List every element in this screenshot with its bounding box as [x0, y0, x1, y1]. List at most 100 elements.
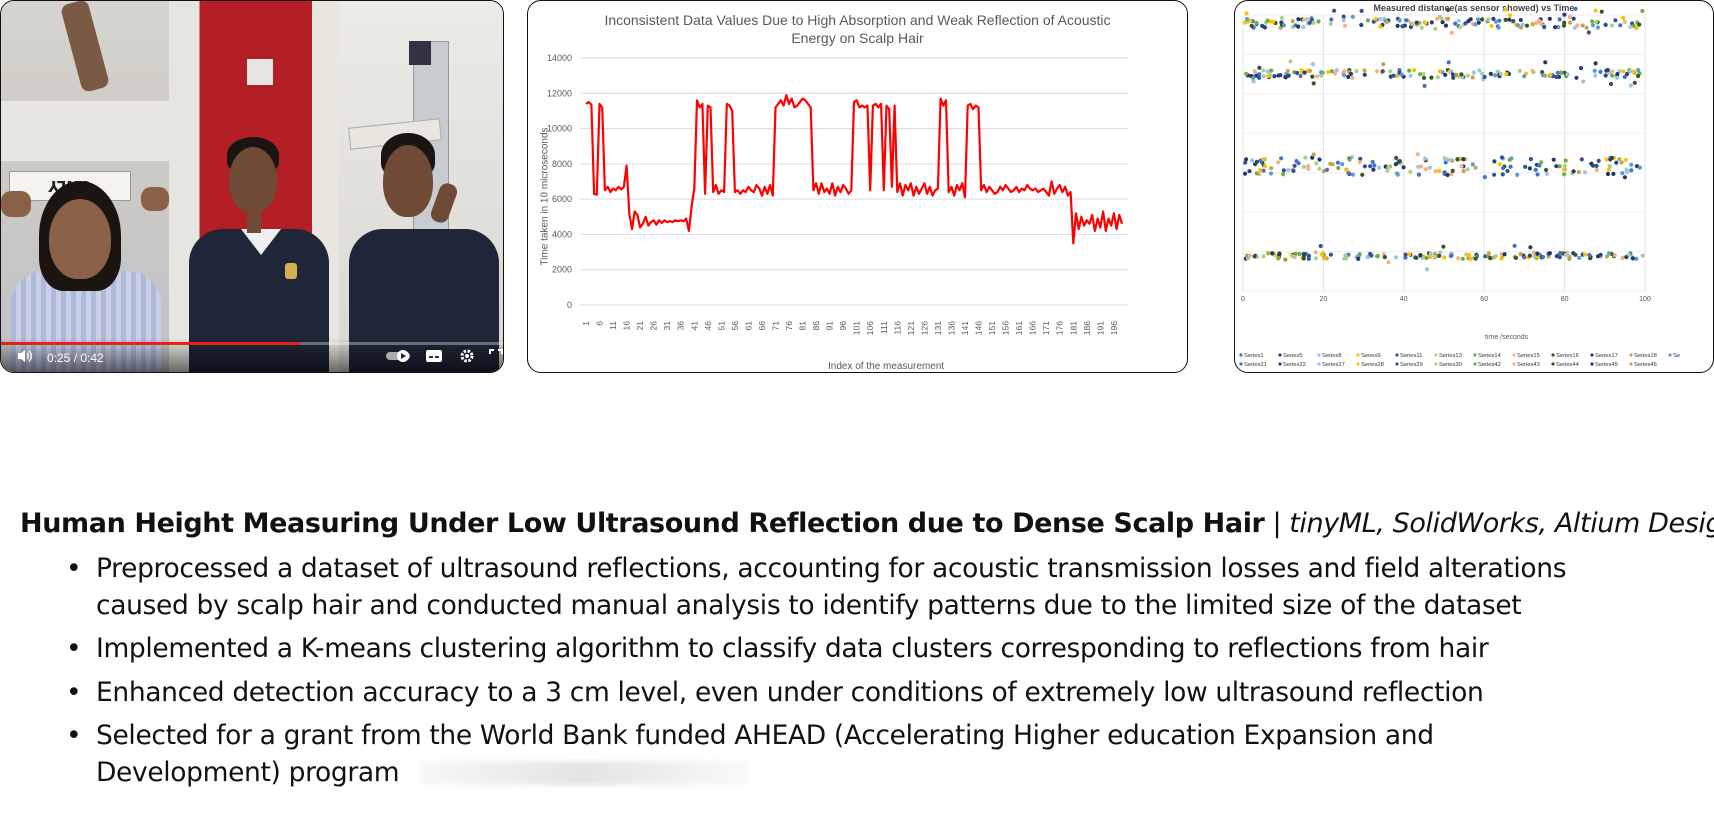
- scatter-point: [1244, 16, 1250, 22]
- scatter-point: [1558, 251, 1563, 256]
- scatter-point: [1551, 157, 1556, 162]
- scatter-point: [1499, 252, 1504, 257]
- settings-icon[interactable]: [459, 348, 475, 367]
- scatter-point: [1592, 68, 1597, 73]
- scatter-point: [1449, 172, 1454, 177]
- scatter-point: [1563, 158, 1568, 163]
- scatter-point: [1281, 172, 1286, 177]
- scatter-point: [1625, 169, 1630, 174]
- scatter-point: [1567, 14, 1573, 20]
- scatter-point: [1455, 157, 1460, 162]
- scatter-point: [1629, 162, 1634, 167]
- scatter-point: [1594, 167, 1599, 172]
- scatter-point: [1432, 254, 1438, 260]
- legend-marker: [1551, 362, 1555, 366]
- scatter-point: [1486, 17, 1491, 22]
- scatter-point: [1512, 243, 1517, 248]
- bullet-text: Enhanced detection accuracy to a 3 cm le…: [96, 676, 1484, 708]
- scatter-point: [1621, 15, 1626, 21]
- x-tick-label: 81: [798, 321, 808, 331]
- scatter-point: [1281, 168, 1286, 173]
- volume-icon[interactable]: [17, 349, 33, 366]
- legend-label: Series43: [1517, 362, 1540, 368]
- scatter-point: [1461, 169, 1466, 174]
- scatter-point: [1622, 74, 1627, 80]
- scatter-point: [1477, 68, 1482, 73]
- scatter-point: [1450, 168, 1455, 173]
- bullet-item: Enhanced detection accuracy to a 3 cm le…: [64, 675, 1684, 712]
- scatter-point: [1249, 23, 1254, 28]
- scatter-point: [1531, 250, 1536, 255]
- scatter-point: [1610, 69, 1615, 74]
- fullscreen-icon[interactable]: [489, 349, 503, 366]
- scatter-point: [1424, 255, 1429, 261]
- scatter-point: [1548, 72, 1553, 77]
- legend-marker: [1356, 362, 1360, 366]
- scatter-point: [1456, 18, 1461, 23]
- scatter-point: [1368, 164, 1373, 169]
- scatter-point: [1316, 19, 1321, 24]
- scatter-point: [1493, 73, 1498, 78]
- scatter-point: [1504, 72, 1509, 77]
- scatter-point: [1340, 162, 1345, 167]
- scatter-point: [1362, 72, 1367, 77]
- legend-marker: [1317, 362, 1321, 366]
- scatter-point: [1432, 251, 1438, 256]
- autoplay-toggle-icon[interactable]: [385, 349, 413, 366]
- scatter-point: [1378, 16, 1383, 22]
- video-progress-bar[interactable]: [1, 342, 503, 345]
- x-tick-label: 121: [906, 321, 916, 335]
- scatter-point: [1329, 69, 1334, 74]
- x-tick-label: 16: [622, 321, 632, 331]
- scatter-point: [1250, 158, 1255, 163]
- scatter-point: [1503, 7, 1508, 12]
- legend-label: Se: [1673, 353, 1680, 359]
- scatter-point: [1561, 167, 1566, 172]
- scatter-point: [1465, 167, 1470, 172]
- scatter-point: [1317, 166, 1322, 171]
- scatter-point: [1393, 255, 1398, 260]
- demo-video-player[interactable]: ONLY 0:25 / 0:42: [0, 0, 504, 373]
- scatter-point: [1416, 172, 1421, 177]
- scatter-point: [1482, 175, 1487, 180]
- scatter-point: [1404, 18, 1409, 23]
- scatter-point: [1336, 165, 1341, 171]
- scatter-point: [1493, 19, 1498, 24]
- scatter-point: [1507, 17, 1512, 22]
- scatter-point: [1528, 157, 1533, 162]
- scatter-point: [1606, 167, 1611, 172]
- scatter-point: [1518, 25, 1524, 30]
- scatter-point: [1582, 252, 1588, 257]
- scatter-point: [1301, 256, 1306, 261]
- scatter-point: [1621, 69, 1626, 74]
- scatter-point: [1562, 12, 1567, 17]
- scatter-point: [1556, 25, 1561, 30]
- scatter-point: [1356, 256, 1361, 261]
- scatter-point: [1270, 251, 1275, 256]
- subtitles-icon[interactable]: [425, 349, 443, 366]
- scatter-point: [1247, 253, 1252, 258]
- scatter-point: [1614, 160, 1619, 165]
- scatter-point: [1492, 159, 1497, 164]
- x-tick-label: 181: [1068, 321, 1078, 335]
- scatter-point: [1298, 73, 1303, 79]
- scatter-point: [1277, 251, 1282, 257]
- scatter-point: [1419, 164, 1424, 169]
- x-tick-label: 20: [1320, 296, 1328, 303]
- x-tick-label: 1: [581, 321, 591, 326]
- scatter-point: [1429, 75, 1434, 80]
- scatter-point: [1311, 20, 1316, 25]
- scatter-point: [1257, 167, 1262, 173]
- scatter-point: [1599, 9, 1604, 14]
- scatter-point: [1460, 256, 1465, 261]
- scatter-point: [1297, 251, 1302, 257]
- legend-label: Series9: [1361, 353, 1381, 359]
- x-tick-label: 60: [1480, 296, 1488, 303]
- scatter-point: [1593, 61, 1598, 66]
- scatter-point: [1354, 69, 1359, 74]
- scatter-point: [1369, 253, 1374, 258]
- scatter-point: [1359, 22, 1364, 28]
- x-tick-label: 80: [1561, 296, 1569, 303]
- scatter-point: [1465, 73, 1470, 78]
